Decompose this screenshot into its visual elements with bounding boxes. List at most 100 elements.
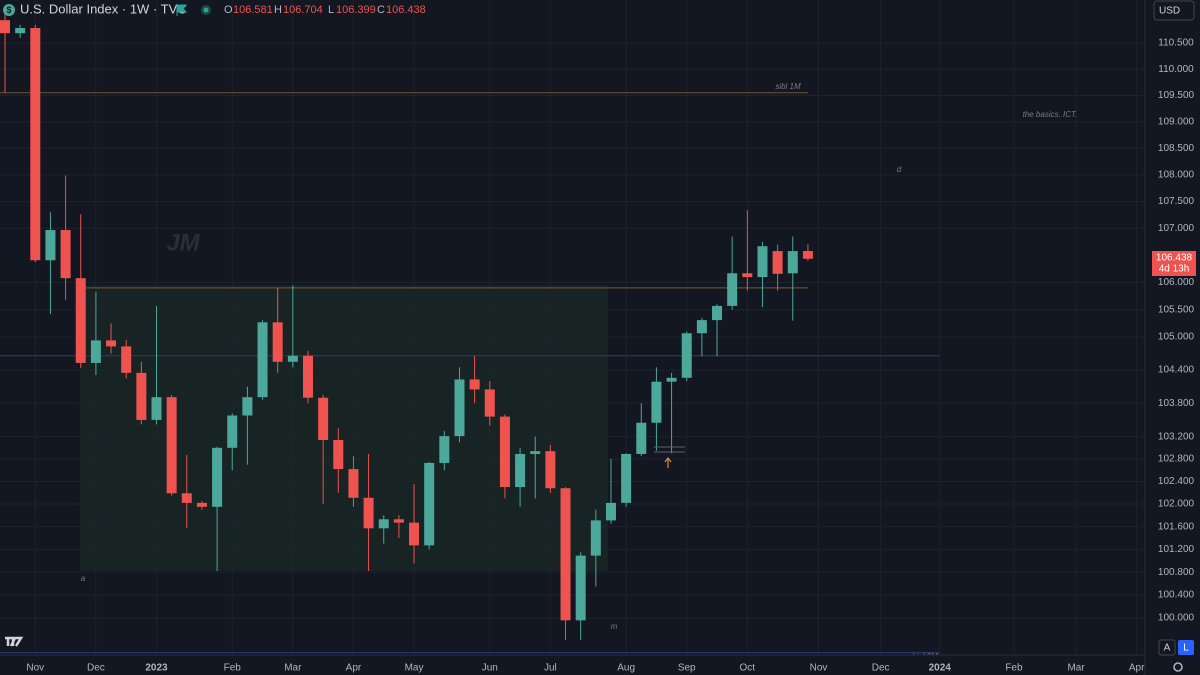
y-tick-label: 100.800 — [1158, 567, 1195, 578]
ohlc-label: C — [377, 4, 385, 16]
y-tick-label: 109.500 — [1158, 90, 1195, 101]
y-tick-label: 110.000 — [1158, 64, 1194, 75]
y-tick-label: 100.000 — [1158, 613, 1195, 624]
x-tick-label: Nov — [810, 663, 828, 674]
candle-body — [772, 251, 783, 274]
candle-body — [257, 322, 268, 398]
x-tick-label: May — [405, 663, 424, 674]
candle-body — [636, 422, 647, 454]
log-scale-button[interactable] — [1178, 640, 1194, 655]
auto-scale-label[interactable]: A — [1164, 643, 1171, 654]
candle-body — [484, 389, 495, 417]
candle-body — [166, 397, 177, 494]
settings-icon[interactable] — [1173, 662, 1183, 672]
annotation: a — [81, 574, 86, 583]
candle-body — [651, 381, 662, 423]
candle-body — [60, 230, 71, 279]
candle-body — [287, 355, 298, 362]
candle-body — [318, 397, 329, 440]
x-tick-label: Sep — [678, 663, 696, 674]
candle-body — [181, 493, 192, 503]
x-axis-background — [0, 655, 1200, 675]
x-tick-label: Oct — [740, 663, 756, 674]
watermark-annotation: JM — [166, 229, 200, 256]
candle-body — [590, 520, 601, 556]
candle-body — [454, 379, 465, 437]
y-tick-label: 109.000 — [1158, 116, 1195, 127]
status-dot-core — [203, 7, 209, 13]
ohlc-value: 106.399 — [336, 4, 376, 16]
y-tick-label: 103.800 — [1158, 398, 1195, 409]
candle-body — [333, 439, 344, 470]
candle-body — [409, 522, 420, 546]
candle-body — [742, 273, 753, 278]
candle-body — [106, 340, 117, 347]
candle-body — [681, 333, 692, 378]
x-tick-label: Mar — [284, 663, 302, 674]
x-tick-label: Feb — [1005, 663, 1023, 674]
y-tick-label: 107.000 — [1158, 223, 1195, 234]
currency-button[interactable] — [1153, 0, 1195, 21]
candle-body — [0, 20, 10, 34]
candle-body — [575, 555, 586, 621]
candle-body — [757, 246, 768, 278]
y-tick-label: 104.400 — [1158, 365, 1195, 376]
candle-body — [621, 453, 632, 503]
annotation: m — [611, 622, 618, 631]
candle-body — [272, 322, 283, 362]
countdown: 4d 13h — [1159, 264, 1190, 275]
annotation: the basics. ICT. — [1023, 110, 1078, 119]
tv-logo[interactable] — [5, 636, 24, 647]
candle-body — [45, 230, 56, 261]
ohlc-label: H — [274, 4, 282, 16]
x-tick-label: Jun — [482, 663, 498, 674]
candle-body — [787, 251, 798, 274]
candle-body — [30, 27, 41, 261]
candle-body — [302, 355, 313, 398]
x-tick-label: Nov — [26, 663, 44, 674]
candle-body — [499, 416, 510, 488]
currency-label[interactable]: USD — [1159, 6, 1180, 17]
candle-body — [151, 397, 162, 420]
candle-body — [727, 273, 738, 306]
candle-body — [348, 469, 359, 498]
ohlc-value: 106.704 — [283, 4, 323, 16]
annotation: sibl 1M — [775, 82, 801, 91]
auto-scale-button[interactable] — [1158, 639, 1176, 656]
candle-body — [530, 451, 541, 454]
candle-body — [696, 320, 707, 334]
candle-body — [439, 436, 450, 463]
candle-body — [712, 305, 723, 321]
candle-body — [424, 462, 435, 546]
ohlc-label: O — [224, 4, 233, 16]
x-tick-label: Dec — [87, 663, 105, 674]
y-tick-label: 107.500 — [1158, 196, 1195, 207]
ohlc-value: 106.581 — [233, 4, 273, 16]
candle-body — [90, 340, 101, 363]
candle-body — [121, 346, 132, 373]
last-price: 106.438 — [1156, 253, 1193, 264]
candle-body — [75, 278, 86, 363]
symbol-logo — [3, 4, 15, 16]
candle-body — [393, 519, 404, 523]
y-tick-label: 101.600 — [1158, 521, 1195, 532]
y-tick-label: 110.500 — [1158, 38, 1194, 49]
flag-icon[interactable] — [176, 4, 188, 16]
y-tick-label: 108.000 — [1158, 170, 1195, 181]
y-tick-label: 100.400 — [1158, 590, 1195, 601]
candle-body — [469, 379, 480, 390]
last-price-badge — [1152, 251, 1196, 276]
log-scale-label[interactable]: L — [1183, 643, 1189, 654]
plot-area — [0, 0, 1145, 655]
y-tick-label: 102.400 — [1158, 476, 1195, 487]
candle-body — [212, 447, 223, 507]
candle-body — [545, 451, 556, 489]
y-tick-label: 103.200 — [1158, 431, 1195, 442]
y-tick-label: 108.500 — [1158, 143, 1195, 154]
candle-body — [605, 502, 616, 521]
x-tick-label: Feb — [224, 663, 242, 674]
y-tick-label: 102.800 — [1158, 454, 1195, 465]
x-tick-label: Apr — [346, 663, 362, 674]
candle-body — [136, 372, 147, 420]
